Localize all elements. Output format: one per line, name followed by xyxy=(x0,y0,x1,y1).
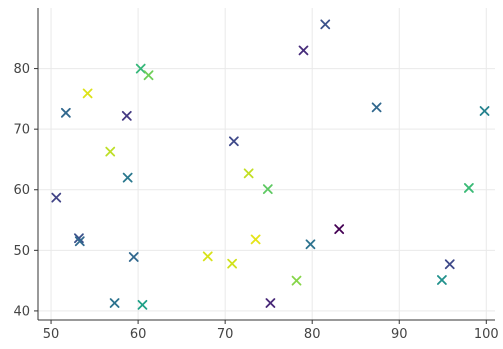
scatter-point xyxy=(135,63,146,74)
scatter-point xyxy=(60,107,71,118)
x-tick-label: 70 xyxy=(217,327,234,342)
scatter-point xyxy=(105,146,116,157)
axes xyxy=(34,8,495,324)
scatter-point xyxy=(109,298,120,308)
scatter-point xyxy=(51,192,62,203)
scatter-point xyxy=(265,298,276,308)
scatter-point xyxy=(202,251,213,262)
scatter-point xyxy=(128,252,139,262)
y-tick-label: 60 xyxy=(13,183,30,198)
tick-labels: 50 60 70 80 90 100 40 50 60 70 80 xyxy=(13,62,498,342)
scatter-point xyxy=(371,102,382,113)
scatter-point xyxy=(227,258,238,269)
scatter-point xyxy=(74,236,85,247)
plot-background xyxy=(38,8,495,320)
y-tick-label: 70 xyxy=(13,123,30,138)
scatter-point xyxy=(334,224,345,235)
y-tick-label: 80 xyxy=(13,62,30,77)
x-tick-label: 60 xyxy=(130,327,147,342)
scatter-point xyxy=(291,275,302,286)
scatter-point xyxy=(82,88,93,99)
scatter-point xyxy=(243,168,254,179)
x-tick-label: 90 xyxy=(391,327,408,342)
scatter-point xyxy=(320,19,331,30)
scatter-point xyxy=(305,239,316,250)
scatter-point xyxy=(228,136,239,147)
scatter-point xyxy=(121,110,132,121)
y-tick-label: 40 xyxy=(13,304,30,319)
y-tick-label: 50 xyxy=(13,244,30,259)
scatter-point xyxy=(250,234,261,245)
scatter-point xyxy=(444,259,455,270)
scatter-point xyxy=(74,233,84,244)
scatter-point xyxy=(143,70,154,81)
x-tick-label: 80 xyxy=(304,327,321,342)
data-points xyxy=(51,19,490,310)
x-tick-label: 50 xyxy=(43,327,60,342)
scatter-point xyxy=(262,184,273,195)
scatter-point xyxy=(437,275,447,285)
scatter-point xyxy=(479,106,490,116)
scatter-point xyxy=(298,45,309,56)
scatter-point xyxy=(137,299,148,310)
scatter-point xyxy=(463,183,474,193)
scatter-point xyxy=(122,172,133,183)
x-tick-label: 100 xyxy=(474,327,499,342)
